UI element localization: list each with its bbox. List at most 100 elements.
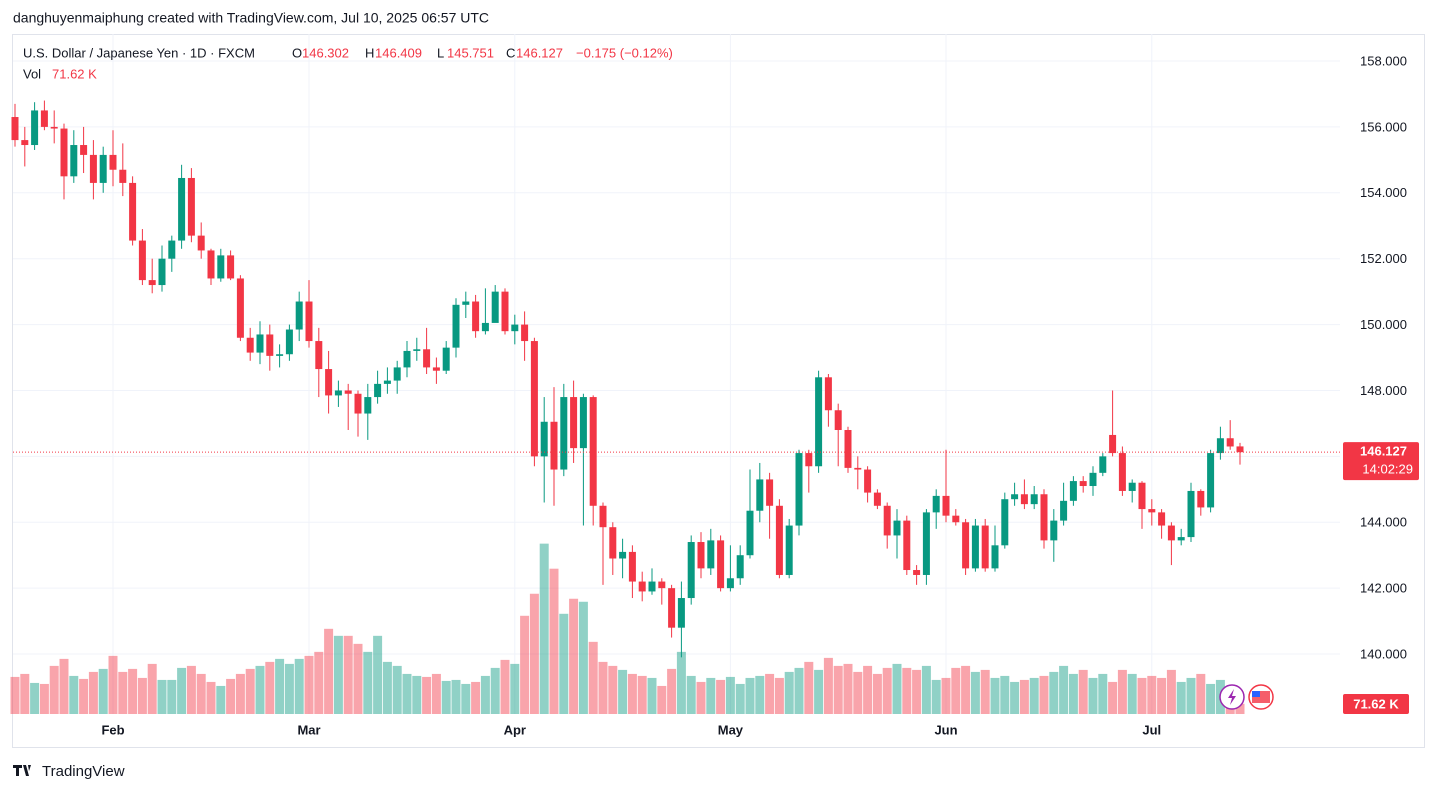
candle-body	[60, 128, 68, 177]
volume-bar	[1127, 673, 1137, 714]
candle-body	[491, 291, 499, 323]
brand-name: TradingView	[42, 763, 125, 780]
x-tick-label: Feb	[101, 722, 124, 737]
volume-bar	[578, 601, 588, 714]
candle-body	[1118, 453, 1126, 491]
volume-bar	[637, 675, 647, 714]
volume-bar	[970, 671, 980, 714]
volume-bar	[461, 683, 471, 714]
brand-logo	[13, 765, 31, 776]
candle-body	[1050, 520, 1058, 541]
y-tick-label: 154.000	[1360, 185, 1407, 200]
volume-bar	[814, 669, 824, 714]
volume-bar	[206, 681, 216, 714]
volume-bar	[647, 677, 657, 714]
candle-body	[1099, 456, 1107, 473]
volume-box	[1343, 694, 1409, 714]
ohlc-value: 146.409	[375, 45, 422, 60]
volume-bar	[1235, 703, 1245, 714]
candle-body	[834, 410, 842, 431]
volume-bar	[588, 641, 598, 714]
candle-body	[364, 397, 372, 414]
candle-body	[1216, 438, 1224, 454]
candle-body	[227, 255, 235, 279]
volume-bar	[1166, 669, 1176, 714]
volume-bar	[1029, 677, 1039, 714]
candle-body	[550, 421, 558, 470]
candle-body	[217, 255, 225, 279]
candle-body	[256, 334, 264, 353]
volume-bar	[1206, 683, 1216, 714]
volume-bar	[1039, 675, 1049, 714]
candle-body	[785, 525, 793, 575]
volume-bar	[1078, 669, 1088, 714]
volume-bar	[186, 665, 196, 714]
volume-bar	[794, 667, 804, 714]
candle-body	[1089, 472, 1097, 487]
candle-body	[1177, 537, 1185, 541]
candle-body	[168, 240, 176, 259]
ohlc-value: 145.751	[447, 45, 494, 60]
candle-body	[334, 390, 342, 396]
flag-canton	[1252, 691, 1260, 697]
candle-body	[952, 515, 960, 523]
candle-body	[815, 377, 823, 467]
volume-bar	[745, 677, 755, 714]
candle-body	[962, 522, 970, 569]
volume-bar	[961, 665, 971, 714]
candle-body	[717, 540, 725, 589]
candle-body	[775, 505, 783, 575]
candle-body	[609, 527, 617, 559]
candle-body	[138, 240, 146, 281]
candle-body	[922, 512, 930, 575]
volume-bar	[931, 679, 941, 714]
candle-body	[11, 117, 19, 141]
countdown: 14:02:29	[1362, 462, 1413, 477]
candle-body	[599, 505, 607, 528]
volume-bar	[863, 665, 873, 714]
volume-bar	[137, 677, 147, 714]
candle-body	[403, 350, 411, 368]
legend: U.S. Dollar / Japanese Yen · 1D · FXCM O…	[23, 45, 673, 81]
candle-body	[1226, 438, 1234, 447]
volume-bar	[324, 628, 334, 714]
x-tick-label: Jun	[934, 722, 957, 737]
candle-body	[178, 177, 186, 241]
candle-body	[295, 301, 303, 330]
candle-body	[344, 390, 352, 394]
volume-bar	[1019, 679, 1029, 714]
candle-body	[432, 367, 440, 371]
volume-bar	[872, 673, 882, 714]
candle-body	[1079, 481, 1087, 487]
last-price-label: 146.127	[1360, 444, 1407, 459]
candle-body	[579, 397, 587, 449]
candle-body	[677, 598, 685, 628]
y-tick-label: 142.000	[1360, 581, 1407, 596]
volume-bar	[108, 655, 118, 714]
attribution: danghuyenmaiphung created with TradingVi…	[13, 10, 489, 26]
candle-body	[40, 110, 48, 127]
candle-body	[540, 421, 548, 457]
volume-bar	[304, 655, 314, 714]
candle-body	[50, 126, 58, 129]
volume-bar	[510, 663, 520, 714]
volume-label: Vol	[23, 66, 41, 81]
volume-bar	[1010, 681, 1020, 714]
volume-bar	[59, 658, 69, 714]
volume-bar	[79, 678, 89, 714]
volume-bar	[716, 679, 726, 714]
candle-body	[530, 341, 538, 457]
candle-body	[805, 453, 813, 467]
axis-layer: 140.000142.000144.000146.000148.000150.0…	[13, 53, 1419, 737]
volume-bar	[853, 671, 863, 714]
candle-body	[1148, 509, 1156, 513]
candle-body	[374, 383, 382, 398]
candle-body	[648, 581, 656, 592]
volume-bar	[275, 658, 285, 714]
volume-bar	[784, 671, 794, 714]
volume-bar	[941, 677, 951, 714]
volume-bar	[657, 685, 667, 714]
volume-bar	[823, 657, 833, 714]
candle-body	[1060, 500, 1068, 521]
